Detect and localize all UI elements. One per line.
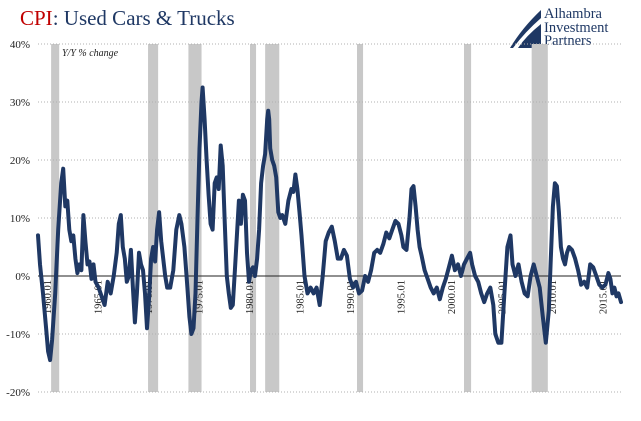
- x-tick-label: 2010.01: [548, 280, 559, 314]
- chart-annotation: Y/Y % change: [62, 48, 119, 59]
- x-tick-label: 2015.01: [598, 280, 609, 314]
- y-tick-label: -10%: [6, 329, 30, 341]
- series-line: [36, 85, 623, 363]
- recession-band: [51, 44, 60, 392]
- logo-text: Alhambra Investment Partners: [544, 6, 609, 49]
- logo-line: Partners: [544, 33, 592, 49]
- grid-lines: [38, 43, 621, 393]
- recession-band: [357, 44, 364, 392]
- recession-band: [250, 44, 257, 392]
- x-tick-label: 1990.01: [346, 280, 357, 314]
- y-tick-label: 20%: [10, 155, 30, 167]
- x-tick-label: 1995.01: [396, 280, 407, 314]
- y-tick-label: 30%: [10, 97, 30, 109]
- logo-line: Alhambra: [544, 6, 602, 22]
- company-logo: Alhambra Investment Partners: [508, 6, 638, 52]
- chart-title: CPI: Used Cars & Trucks: [20, 6, 235, 31]
- x-tick-label: 2000.01: [447, 280, 458, 314]
- y-tick-label: 40%: [10, 39, 30, 51]
- y-tick-label: 10%: [10, 213, 30, 225]
- x-tick-label: 1965.01: [94, 280, 105, 314]
- x-tick-label: 1975.01: [195, 280, 206, 314]
- logo-line: Investment: [544, 19, 609, 36]
- title-prefix: CPI: [20, 6, 53, 30]
- x-tick-label: 1960.01: [43, 280, 54, 314]
- x-tick-label: 1980.01: [245, 280, 256, 314]
- x-tick-label: 1985.01: [295, 280, 306, 314]
- y-tick-label: -20%: [6, 387, 30, 399]
- y-tick-label: 0%: [15, 271, 30, 283]
- recession-band: [148, 44, 159, 392]
- title-rest: : Used Cars & Trucks: [52, 6, 235, 30]
- y-axis-labels: -20% -10% 0% 10% 20% 30% 40%: [6, 39, 30, 399]
- logo-mark-icon: [510, 10, 541, 48]
